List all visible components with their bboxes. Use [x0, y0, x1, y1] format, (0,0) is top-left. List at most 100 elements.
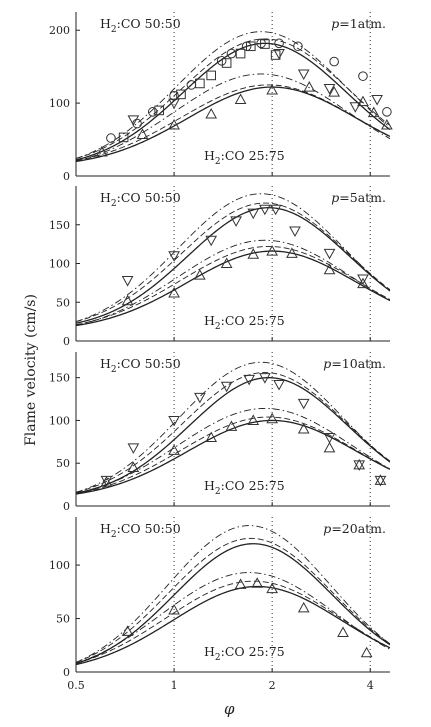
- y-tick-label: 0: [63, 170, 70, 183]
- curve-50-50-dash: [76, 372, 390, 493]
- marker-triangle-up: [121, 294, 134, 306]
- x-tick-label: 2: [269, 679, 276, 692]
- marker-square: [154, 105, 164, 116]
- marker-triangle-up: [374, 474, 387, 485]
- marker-triangle-up: [127, 461, 140, 472]
- marker-triangle-up: [247, 248, 260, 259]
- marker-triangle-up: [251, 577, 264, 588]
- y-tick-label: 100: [49, 559, 70, 572]
- marker-triangle-up: [121, 625, 134, 636]
- x-tick-label: 0.5: [67, 679, 85, 692]
- curve-50-50-dashdot: [76, 525, 390, 663]
- marker-triangle-up: [247, 414, 260, 425]
- marker-triangle-down: [259, 373, 271, 384]
- y-tick-label: 150: [49, 372, 70, 385]
- marker-triangle-down: [273, 380, 285, 391]
- marker-triangle-down: [323, 84, 336, 95]
- curve-25-75-dash: [76, 580, 390, 664]
- label-h2co-25-75: H2:CO 25:75: [204, 148, 285, 167]
- marker-square: [260, 39, 270, 49]
- marker-triangle-up: [205, 108, 218, 119]
- y-tick-label: 50: [56, 296, 70, 309]
- marker-triangle-up: [357, 277, 369, 289]
- marker-triangle-up: [266, 412, 278, 424]
- pressure-label: p=20atm.: [323, 521, 386, 536]
- panel-2: [75, 186, 390, 342]
- marker-triangle-up: [303, 81, 316, 92]
- marker-triangle-down: [259, 204, 271, 216]
- marker-circle: [147, 107, 158, 117]
- marker-circle: [293, 41, 303, 52]
- y-tick-label: 0: [63, 666, 70, 679]
- marker-triangle-down: [168, 98, 180, 110]
- marker-square: [235, 48, 246, 59]
- marker-triangle-down: [205, 235, 218, 247]
- curve-25-75-dashdot: [76, 408, 390, 495]
- panel-1: [75, 12, 393, 177]
- marker-circle: [169, 91, 179, 101]
- marker-triangle-up: [168, 118, 180, 130]
- marker-triangle-up: [353, 458, 366, 470]
- marker-triangle-up: [286, 247, 298, 258]
- marker-triangle-up: [168, 286, 180, 298]
- x-tick-label: 1: [171, 679, 178, 692]
- marker-triangle-up: [337, 626, 349, 637]
- marker-square: [176, 89, 186, 100]
- marker-triangle-down: [273, 49, 285, 60]
- marker-triangle-down: [269, 204, 282, 216]
- marker-circle: [329, 56, 339, 67]
- x-axis-label: φ: [224, 700, 235, 718]
- marker-circle: [358, 71, 368, 81]
- marker-triangle-up: [220, 257, 233, 268]
- marker-circle: [256, 38, 266, 49]
- marker-triangle-down: [323, 433, 336, 444]
- marker-triangle-down: [243, 374, 256, 386]
- label-h2co-50-50: H2:CO 50:50: [100, 521, 181, 540]
- marker-triangle-down: [297, 398, 310, 410]
- panel-3: [75, 352, 390, 507]
- marker-triangle-up: [168, 603, 180, 615]
- y-tick-label: 100: [49, 97, 70, 110]
- marker-triangle-down: [168, 251, 180, 262]
- marker-circle: [106, 133, 116, 143]
- marker-triangle-down: [371, 94, 383, 106]
- marker-square: [195, 78, 205, 89]
- panel-4: [75, 517, 390, 673]
- marker-triangle-up: [168, 444, 180, 455]
- marker-triangle-up: [323, 263, 336, 275]
- curve-25-75-dashdot: [76, 572, 390, 664]
- pressure-label: p=1atm.: [331, 16, 386, 31]
- y-tick-label: 100: [49, 414, 70, 427]
- marker-triangle-up: [136, 128, 149, 139]
- y-tick-label: 200: [49, 24, 70, 37]
- label-h2co-25-75: H2:CO 25:75: [204, 478, 285, 497]
- marker-triangle-down: [194, 392, 206, 404]
- marker-triangle-down: [121, 276, 134, 287]
- marker-triangle-up: [266, 245, 278, 256]
- curve-50-50-dashdot: [76, 31, 390, 159]
- curve-25-75-solid: [76, 250, 390, 327]
- marker-circle: [274, 38, 284, 49]
- curve-25-75-dashdot: [76, 73, 390, 162]
- curve-50-50-solid: [76, 543, 390, 665]
- marker-triangle-down: [349, 102, 362, 113]
- label-h2co-50-50: H2:CO 50:50: [100, 190, 181, 209]
- marker-triangle-up: [266, 83, 278, 95]
- y-tick-label: 0: [63, 335, 70, 348]
- label-h2co-25-75: H2:CO 25:75: [204, 313, 285, 332]
- x-tick-label: 4: [367, 679, 374, 692]
- curve-50-50-dashdot: [76, 361, 390, 493]
- marker-triangle-up: [225, 420, 238, 431]
- marker-triangle-up: [357, 95, 369, 107]
- marker-square: [270, 50, 281, 60]
- y-axis-label: Flame velocity (cm/s): [23, 294, 39, 446]
- marker-triangle-up: [360, 646, 373, 658]
- marker-triangle-down: [220, 381, 233, 393]
- marker-triangle-down: [323, 248, 336, 260]
- marker-triangle-down: [230, 216, 242, 227]
- marker-triangle-up: [100, 476, 113, 487]
- curve-50-50-solid: [76, 42, 390, 161]
- marker-triangle-up: [194, 269, 206, 280]
- marker-triangle-up: [381, 118, 393, 130]
- curve-50-50-solid: [76, 207, 390, 324]
